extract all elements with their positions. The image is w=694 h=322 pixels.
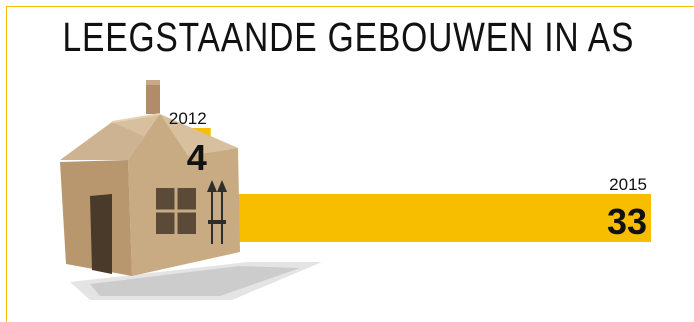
chart-title: LEEGSTAANDE GEBOUWEN IN AS [62,14,635,60]
category-label-2015: 2015 [609,175,647,194]
labels-layer: 2012 4 2015 33 [169,109,647,242]
frame-border [6,6,694,322]
value-label-2012: 4 [187,137,207,178]
category-label-2012: 2012 [169,109,207,128]
cardboard-house-icon [60,80,322,300]
value-label-2015: 33 [607,201,647,242]
